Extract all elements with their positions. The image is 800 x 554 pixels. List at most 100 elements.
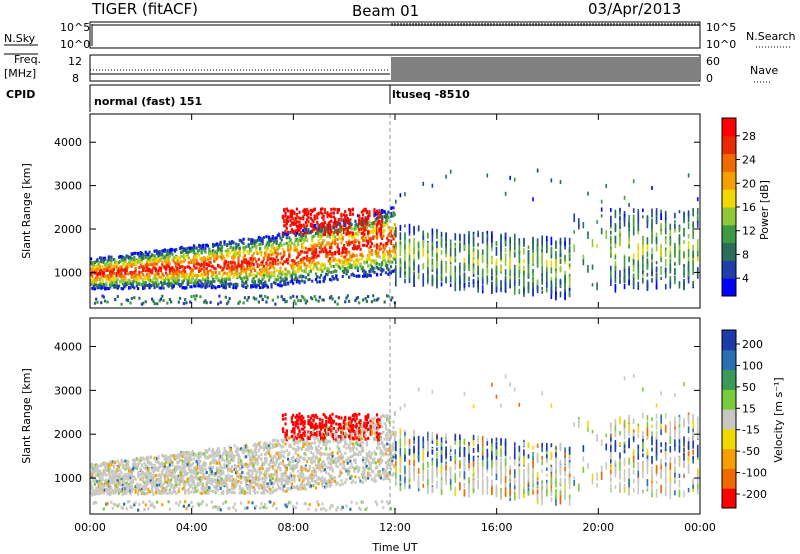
echo-cell <box>361 209 365 213</box>
echo-cell <box>431 279 434 287</box>
echo-cell <box>389 215 393 219</box>
echo-cell <box>262 270 266 274</box>
echo-cell <box>123 476 126 480</box>
echo-cell <box>242 265 245 269</box>
echo-cell <box>298 236 301 240</box>
echo-cell <box>178 265 182 269</box>
echo-cell <box>173 256 177 260</box>
echo-cell <box>95 486 98 490</box>
echo-cell <box>642 237 644 246</box>
echo-cell <box>90 281 93 285</box>
echo-cell <box>255 285 258 289</box>
echo-cell <box>170 300 173 304</box>
echo-cell <box>340 251 343 255</box>
echo-cell <box>166 252 169 256</box>
echo-cell <box>126 465 130 469</box>
echo-cell <box>422 263 425 270</box>
echo-cell <box>318 250 321 254</box>
echo-cell <box>199 284 202 288</box>
echo-cell <box>95 269 98 273</box>
echo-cell <box>270 239 273 243</box>
echo-cell <box>110 261 113 265</box>
echo-cell <box>350 273 353 277</box>
echo-cell <box>614 235 617 244</box>
echo-cell <box>353 260 356 264</box>
echo-cell <box>344 250 347 254</box>
echo-cell <box>91 473 94 477</box>
echo-cell <box>139 467 142 471</box>
echo-cell <box>192 245 196 249</box>
echo-cell <box>115 265 118 269</box>
echo-cell <box>379 215 382 219</box>
colorbar-swatch <box>722 207 736 226</box>
echo-cell <box>289 247 292 251</box>
echo-cell <box>313 247 316 251</box>
echo-cell <box>96 469 99 473</box>
echo-cell <box>255 250 258 254</box>
echo-cell <box>381 230 384 234</box>
echo-cell <box>669 281 672 289</box>
echo-cell <box>151 271 154 275</box>
echo-cell <box>109 265 112 269</box>
echo-cell <box>242 270 245 274</box>
echo-cell <box>325 228 328 232</box>
echo-cell <box>472 263 475 267</box>
echo-cell <box>342 222 346 226</box>
echo-cell <box>311 223 314 227</box>
echo-cell <box>117 491 121 495</box>
echo-cell <box>106 300 109 304</box>
echo-cell <box>95 480 98 484</box>
echo-cell <box>360 223 363 227</box>
echo-cell <box>212 253 215 257</box>
echo-cell <box>353 244 356 248</box>
echo-cell <box>340 214 343 218</box>
echo-cell <box>225 253 229 257</box>
echo-cell <box>295 277 299 281</box>
echo-cell <box>210 286 213 290</box>
echo-cell <box>281 255 285 259</box>
echo-cell <box>374 259 377 263</box>
echo-cell <box>120 272 123 276</box>
echo-cell <box>117 487 121 491</box>
echo-cell <box>149 479 152 483</box>
echo-cell <box>121 268 124 272</box>
echo-cell <box>196 284 199 288</box>
echo-cell <box>358 222 361 226</box>
echo-cell <box>391 260 394 264</box>
echo-cell <box>300 294 304 298</box>
echo-cell <box>98 256 102 260</box>
echo-cell <box>97 469 100 473</box>
echo-cell <box>228 297 231 301</box>
echo-cell <box>131 258 135 262</box>
echo-cell <box>664 217 667 221</box>
echo-cell <box>192 262 196 266</box>
echo-cell <box>100 285 103 289</box>
echo-cell <box>171 286 174 290</box>
echo-cell <box>105 462 108 466</box>
echo-cell <box>151 253 154 257</box>
echo-cell <box>610 226 612 230</box>
echo-cell <box>229 269 232 273</box>
echo-cell <box>276 278 280 282</box>
echo-cell <box>632 253 635 260</box>
echo-cell <box>436 268 438 275</box>
echo-cell <box>527 250 530 259</box>
echo-cell <box>166 273 169 277</box>
echo-cell <box>582 221 585 229</box>
echo-cell <box>382 268 385 272</box>
echo-cell <box>354 238 357 242</box>
echo-cell <box>374 262 377 266</box>
echo-cell <box>181 270 184 274</box>
echo-cell <box>261 272 264 276</box>
echo-cell <box>377 211 380 215</box>
echo-cell <box>148 471 151 475</box>
echo-cell <box>259 272 262 276</box>
echo-cell <box>523 265 525 270</box>
echo-cell <box>297 263 300 267</box>
echo-cell <box>288 253 291 257</box>
echo-cell <box>619 232 621 236</box>
echo-cell <box>316 254 319 258</box>
echo-cell <box>347 243 351 247</box>
echo-cell <box>339 224 342 228</box>
echo-cell <box>286 248 290 252</box>
